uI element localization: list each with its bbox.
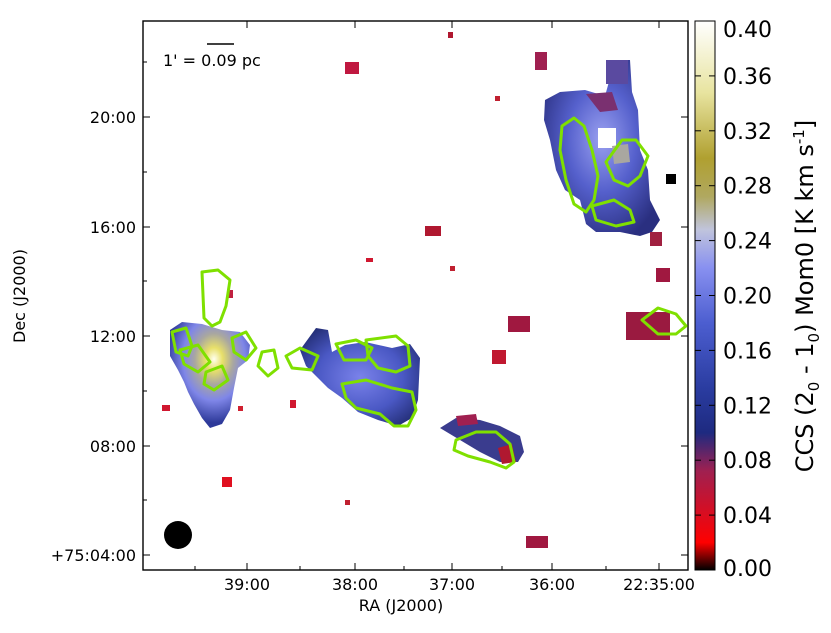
colorbar-title-part: - 1 [791,342,819,381]
contour-14 [590,198,636,228]
contour-6 [256,348,280,378]
colorbar-tick-label: 0.24 [723,230,772,255]
colorbar-ticks: 0.00 0.04 0.08 0.12 0.16 0.20 0.24 0.28 0.32 0.36… [695,18,772,582]
contour-11 [452,430,516,470]
contour-9 [364,334,412,374]
colorbar-tick-label: 0.36 [723,65,772,90]
contour-2 [170,326,194,358]
x-tick-label: 37:00 [429,575,475,594]
scale-bar-label: 1' = 0.09 pc [163,51,261,70]
colorbar-tick-label: 0.08 [723,449,772,474]
contours [170,116,688,470]
contour-4 [202,364,230,392]
y-tick-label: 16:00 [90,218,136,237]
colorbar-tick-label: 0.20 [723,285,772,310]
colorbar-title: CCS (20 - 10) Mom0 [K km s-1] [790,120,823,472]
y-axis-title: Dec (J2000) [10,249,29,343]
marker-square [666,174,676,184]
y-tick-label: 08:00 [90,437,136,456]
beam-marker [164,521,192,549]
colorbar-title-part: CCS (2 [791,391,819,472]
contour-10 [340,378,418,428]
colorbar-tick-label: 0.32 [723,120,772,145]
contour-15 [640,306,688,336]
colorbar-title-part: ] [791,120,819,129]
x-tick-label: 38:00 [332,575,378,594]
colorbar-title-part: 0 [805,333,823,343]
x-tick-label: 39:00 [224,575,270,594]
x-tick-label: 36:00 [529,575,575,594]
colorbar-title-part: -1 [790,129,808,144]
contour-3 [178,343,212,374]
colorbar-tick-label: 0.04 [723,504,772,529]
contour-7 [284,346,320,372]
contour-5 [230,330,258,362]
colorbar-title-part: 0 [805,382,823,392]
x-axis-title: RA (J2000) [359,596,443,615]
y-tick-label: 12:00 [90,327,136,346]
y-axis: +75:04:00 08:00 12:00 16:00 20:00 [51,61,688,565]
contour-13 [604,138,650,188]
emission-clump-b [300,328,420,426]
contour-12 [558,116,600,214]
x-tick-label: 22:35:00 [623,575,695,594]
colorbar-title-part: ) Mom0 [K km s [791,144,819,333]
colorbar-tick-label: 0.28 [723,175,772,200]
colorbar-tick-label: 0.40 [723,18,772,43]
y-tick-label: +75:04:00 [51,546,136,565]
x-axis: 39:00 38:00 37:00 36:00 22:35:00 [194,21,695,594]
y-tick-label: 20:00 [90,108,136,127]
colorbar-tick-label: 0.00 [723,557,772,582]
colorbar-tick-label: 0.12 [723,394,772,419]
contour-1 [200,268,232,328]
colorbar-tick-label: 0.16 [723,339,772,364]
